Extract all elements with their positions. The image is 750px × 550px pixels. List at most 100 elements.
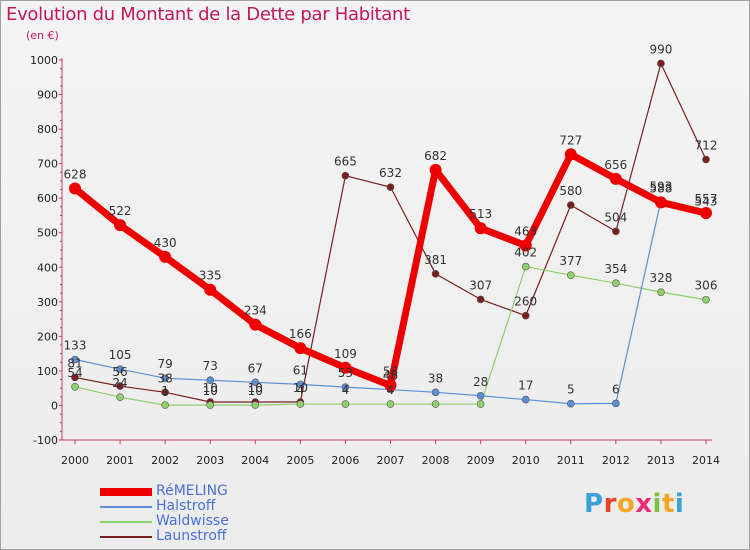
data-point: [339, 361, 352, 374]
data-label: 10: [203, 384, 218, 398]
data-label: 79: [158, 357, 173, 371]
logo-letter: r: [603, 489, 617, 519]
data-point: [657, 59, 665, 68]
chart-title: Evolution du Montant de la Dette par Hab…: [6, 4, 410, 25]
data-label: 377: [559, 254, 582, 268]
data-label: 402: [514, 246, 537, 260]
data-label: 133: [64, 339, 87, 353]
data-point: [431, 388, 440, 397]
y-tick-label: -100: [33, 434, 58, 447]
data-point: [476, 391, 485, 400]
data-point: [521, 395, 530, 404]
x-tick-label: 2009: [467, 454, 495, 467]
data-label: 632: [379, 166, 402, 180]
data-label: 67: [248, 361, 263, 375]
data-point: [71, 355, 79, 364]
data-point: [474, 222, 487, 235]
data-label: 580: [559, 184, 582, 198]
legend-item: Waldwisse: [100, 514, 229, 529]
data-point: [654, 196, 667, 209]
data-point: [384, 379, 397, 392]
data-label: 81: [67, 356, 82, 370]
data-label: 628: [64, 168, 87, 182]
data-point: [71, 382, 79, 391]
data-point: [431, 270, 440, 278]
logo-letter: i: [652, 489, 662, 519]
data-label: 522: [109, 204, 132, 218]
legend-label: Halstroff: [156, 498, 216, 514]
x-tick-label: 2005: [286, 454, 314, 467]
data-label: 166: [289, 327, 312, 341]
data-label: 307: [469, 278, 492, 292]
x-tick-label: 2007: [377, 454, 405, 467]
axes: -100 0 100 200 300 400 500 600 700 800 900 1000 2000…: [30, 54, 720, 467]
data-point: [341, 171, 350, 180]
data-point: [476, 400, 485, 408]
data-point: [159, 250, 172, 263]
data-point: [612, 279, 620, 287]
data-label: 430: [154, 236, 177, 250]
data-point: [657, 288, 665, 296]
x-tick-label: 2006: [331, 454, 359, 467]
data-label: 10: [248, 384, 263, 398]
series-line-3: [74, 62, 707, 403]
data-point: [476, 295, 485, 304]
data-label: 557: [695, 192, 718, 206]
data-label: 17: [518, 379, 533, 393]
data-labels: 6285224303352341661095868251346372765658…: [64, 42, 718, 398]
data-label: 6: [612, 382, 620, 396]
data-point: [566, 201, 575, 209]
data-point: [249, 318, 262, 331]
y-tick-label: 300: [37, 296, 58, 309]
data-point: [341, 383, 350, 391]
data-point: [609, 172, 622, 185]
data-point: [206, 401, 215, 409]
x-tick-label: 2008: [422, 454, 450, 467]
data-label: 4: [297, 383, 305, 397]
data-point: [700, 207, 712, 220]
legend-item: Launstroff: [100, 529, 229, 544]
legend-label: Launstroff: [156, 528, 227, 544]
x-tick-label: 2014: [692, 454, 720, 467]
y-tick-label: 0: [51, 399, 58, 412]
data-label: 656: [604, 158, 627, 172]
data-label: 58: [383, 364, 398, 378]
data-point: [521, 311, 530, 320]
y-tick-label: 500: [37, 227, 58, 240]
data-label: 504: [604, 210, 627, 224]
data-point: [161, 388, 169, 397]
data-label: 335: [199, 269, 222, 283]
data-label: 354: [604, 262, 627, 276]
proxiti-logo: Proxiti: [584, 489, 684, 519]
legend-label: RéMELING: [156, 483, 228, 499]
logo-letter: i: [674, 489, 685, 519]
data-point: [431, 400, 440, 408]
data-label: 5: [567, 383, 575, 397]
data-point: [294, 342, 307, 355]
series-lines: [69, 59, 712, 409]
data-label: 38: [428, 371, 443, 385]
data-label: 1: [161, 384, 169, 398]
data-label: 105: [109, 348, 132, 362]
data-label: 28: [473, 375, 488, 389]
legend-label: Waldwisse: [156, 513, 229, 529]
data-label: 61: [293, 363, 308, 377]
x-tick-label: 2010: [512, 454, 540, 467]
y-tick-label: 400: [37, 261, 58, 274]
data-point: [519, 239, 532, 252]
data-label: 234: [244, 304, 267, 318]
data-point: [71, 373, 79, 382]
x-tick-label: 2001: [106, 454, 134, 467]
data-point: [116, 365, 124, 373]
data-label: 73: [203, 359, 218, 373]
data-point: [702, 155, 710, 164]
y-tick-label: 200: [37, 330, 58, 343]
legend-swatch: [100, 535, 152, 538]
data-point: [251, 401, 260, 409]
data-label: 10: [293, 381, 308, 395]
data-label: 513: [469, 207, 492, 221]
data-point: [702, 295, 710, 304]
chart-unit-label: (en €): [26, 29, 59, 42]
data-label: 543: [695, 194, 718, 208]
data-point: [116, 393, 124, 401]
